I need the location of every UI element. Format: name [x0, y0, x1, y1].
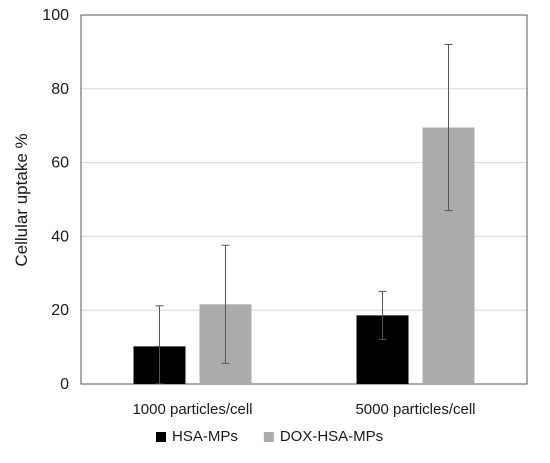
y-tick-label: 40 [51, 228, 69, 245]
bars [133, 127, 475, 385]
y-tick-label: 20 [51, 302, 69, 319]
y-axis-ticks: 0 20 40 60 80 100 [42, 7, 69, 393]
y-tick-label: 60 [51, 155, 69, 172]
legend: HSA-MPs DOX-HSA-MPs [156, 428, 383, 445]
legend-label: DOX-HSA-MPs [280, 428, 383, 445]
legend-swatch [156, 432, 166, 442]
x-axis-categories: 1000 particles/cell 5000 particles/cell [132, 401, 475, 418]
legend-item-HSA-MPs: HSA-MPs [156, 428, 238, 445]
legend-item-DOX-HSA-MPs: DOX-HSA-MPs [263, 428, 383, 445]
error-bar-HSA-MPs-1 [155, 305, 164, 385]
category-label: 1000 particles/cell [132, 401, 252, 418]
y-axis-label: Cellular uptake % [12, 133, 31, 266]
y-tick-label: 80 [51, 81, 69, 98]
legend-label: HSA-MPs [172, 428, 238, 445]
error-bar-DOX-HSA-MPs-2 [444, 44, 453, 212]
error-bar-DOX-HSA-MPs-1 [221, 244, 230, 364]
y-tick-label: 100 [42, 7, 69, 24]
error-bars [155, 44, 453, 385]
y-tick-label: 0 [60, 376, 69, 393]
legend-swatch [263, 432, 274, 442]
error-bar-HSA-MPs-2 [378, 290, 387, 340]
plot-area-frame [80, 14, 528, 385]
category-label: 5000 particles/cell [355, 401, 475, 418]
